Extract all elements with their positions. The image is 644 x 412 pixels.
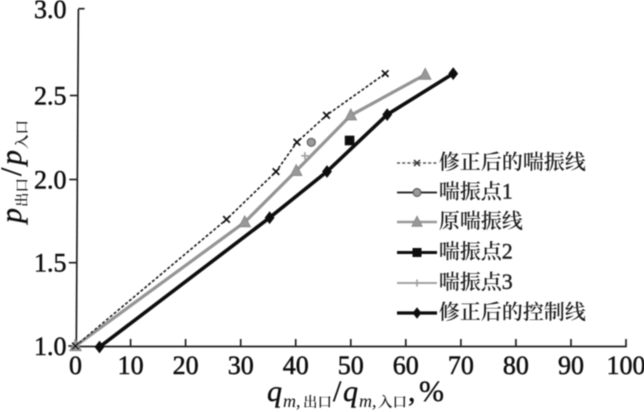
svg-text:3.0: 3.0 <box>34 0 67 24</box>
svg-text:q: q <box>267 375 282 408</box>
svg-text:30: 30 <box>228 351 254 380</box>
svg-text:1: 1 <box>502 179 513 204</box>
svg-text:1.5: 1.5 <box>34 249 67 278</box>
svg-text:m,: m, <box>359 391 377 411</box>
svg-text:3: 3 <box>502 269 513 294</box>
svg-text:40: 40 <box>283 351 309 380</box>
svg-text:%: % <box>419 375 444 408</box>
svg-text:2: 2 <box>502 239 513 264</box>
svg-text:p: p <box>0 208 28 225</box>
svg-text:0: 0 <box>69 351 82 380</box>
svg-text:,: , <box>408 375 416 408</box>
svg-text:1.0: 1.0 <box>34 332 67 361</box>
svg-text:50: 50 <box>338 351 364 380</box>
svg-text:2.5: 2.5 <box>34 82 67 111</box>
svg-text:10: 10 <box>118 351 144 380</box>
svg-text:100: 100 <box>607 351 644 380</box>
svg-text:m,: m, <box>283 391 301 411</box>
svg-text:/: / <box>333 375 342 408</box>
svg-text:q: q <box>343 375 358 408</box>
svg-text:/: / <box>0 167 28 176</box>
svg-text:70: 70 <box>448 351 474 380</box>
svg-text:80: 80 <box>503 351 529 380</box>
svg-text:2.0: 2.0 <box>34 166 67 195</box>
svg-text:20: 20 <box>173 351 199 380</box>
svg-text:90: 90 <box>558 351 584 380</box>
svg-text:60: 60 <box>393 351 419 380</box>
svg-text:p: p <box>0 150 28 167</box>
